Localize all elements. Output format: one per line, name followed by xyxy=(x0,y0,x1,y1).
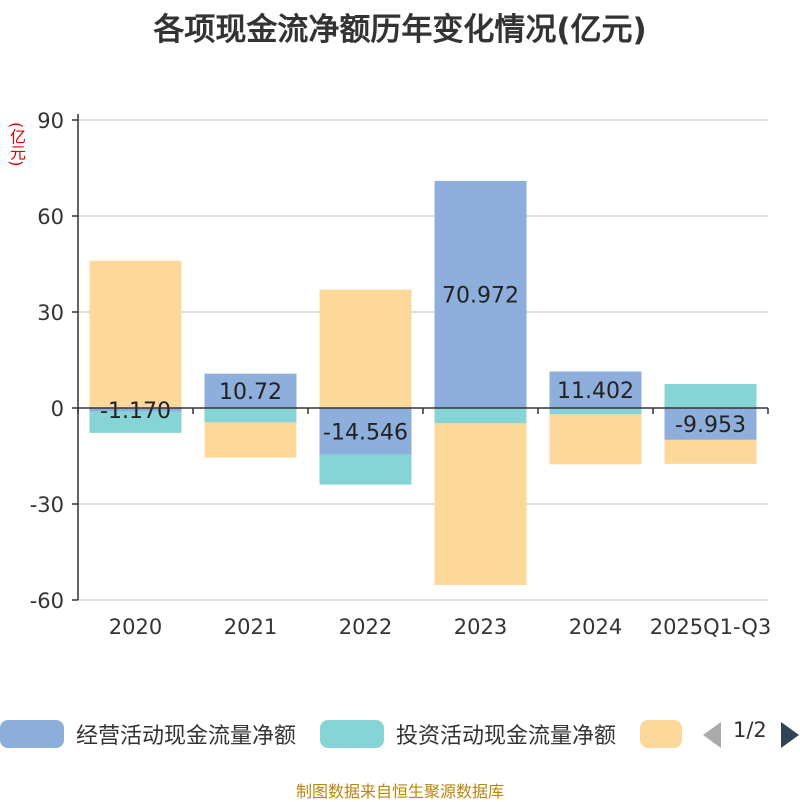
bar-financing xyxy=(664,439,757,464)
legend-swatch-financing xyxy=(640,720,682,748)
legend-item-operating[interactable]: 经营活动现金流量净额 xyxy=(0,714,296,754)
x-tick-label: 2020 xyxy=(109,615,162,639)
y-tick-label: -30 xyxy=(30,493,64,517)
legend-page-indicator: 1/2 xyxy=(733,718,767,742)
bar-financing xyxy=(319,289,412,408)
y-tick-label: 30 xyxy=(37,301,64,325)
x-tick-label: 2022 xyxy=(339,615,392,639)
bar-operating xyxy=(319,408,412,455)
data-label: -9.953 xyxy=(675,413,746,438)
bar-operating xyxy=(664,408,757,440)
y-tick-label: 0 xyxy=(51,397,64,421)
legend-item-investing[interactable]: 投资活动现金流量净额 xyxy=(320,714,616,754)
x-tick-label: 2025Q1-Q3 xyxy=(650,615,772,639)
y-axis-unit: (亿元) xyxy=(7,122,26,167)
data-label: 70.972 xyxy=(442,283,519,308)
data-source-note: 制图数据来自恒生聚源数据库 xyxy=(295,782,504,801)
legend-prev-page-icon[interactable] xyxy=(703,722,721,748)
bar-investing xyxy=(664,384,757,408)
data-label: -1.170 xyxy=(100,399,171,424)
x-tick-label: 2021 xyxy=(224,615,277,639)
bar-operating xyxy=(89,408,182,412)
legend-label-operating: 经营活动现金流量净额 xyxy=(76,724,297,749)
bar-financing xyxy=(89,260,182,408)
legend-item-financing[interactable] xyxy=(640,714,694,754)
bar-investing xyxy=(89,411,182,433)
y-tick-label: 60 xyxy=(37,205,64,229)
y-tick-label: 90 xyxy=(37,109,64,133)
data-label: 11.402 xyxy=(557,379,634,404)
data-label: 10.72 xyxy=(219,380,282,405)
legend-swatch-investing xyxy=(320,720,384,748)
bar-financing xyxy=(549,414,642,465)
bar-investing xyxy=(549,408,642,415)
bar-financing xyxy=(204,422,297,458)
legend-swatch-operating xyxy=(0,720,64,748)
bar-operating xyxy=(434,180,527,408)
x-tick-label: 2024 xyxy=(569,615,622,639)
legend-next-page-icon[interactable] xyxy=(781,722,799,748)
x-tick-label: 2023 xyxy=(454,615,507,639)
bar-investing xyxy=(434,408,527,424)
legend: 经营活动现金流量净额 投资活动现金流量净额 1/2 xyxy=(0,714,800,756)
data-label: -14.546 xyxy=(323,420,408,445)
chart-title: 各项现金流净额历年变化情况(亿元) xyxy=(153,12,647,48)
chart-canvas: 90 60 30 0 -30 -60 -1.170 10.72 -14.546 70.972 11.… xyxy=(30,109,772,639)
bar-financing xyxy=(434,423,527,585)
legend-label-investing: 投资活动现金流量净额 xyxy=(396,724,617,749)
bar-investing xyxy=(319,454,412,485)
bar-operating xyxy=(204,373,297,408)
y-tick-label: -60 xyxy=(30,589,64,613)
bar-operating xyxy=(549,371,642,408)
bar-investing xyxy=(204,408,297,423)
